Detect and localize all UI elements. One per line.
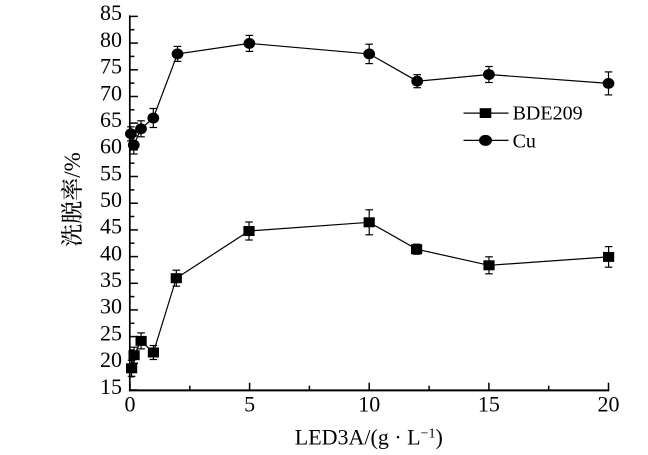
- svg-text:20: 20: [598, 392, 620, 417]
- svg-text:35: 35: [100, 267, 122, 292]
- svg-text:5: 5: [244, 392, 255, 417]
- svg-text:40: 40: [100, 240, 122, 265]
- svg-text:50: 50: [100, 187, 122, 212]
- svg-text:55: 55: [100, 160, 122, 185]
- svg-text:80: 80: [100, 27, 122, 52]
- svg-text:25: 25: [100, 320, 122, 345]
- svg-text:/%: /%: [60, 152, 85, 178]
- svg-text:30: 30: [100, 294, 122, 319]
- svg-text:65: 65: [100, 107, 122, 132]
- svg-text:60: 60: [100, 134, 122, 159]
- svg-text:10: 10: [358, 392, 380, 417]
- svg-text:20: 20: [100, 347, 122, 372]
- svg-text:15: 15: [100, 374, 122, 399]
- svg-text:45: 45: [100, 214, 122, 239]
- svg-text:0: 0: [125, 392, 136, 417]
- svg-text:75: 75: [100, 54, 122, 79]
- svg-text:85: 85: [100, 0, 122, 25]
- svg-text:BDE209: BDE209: [513, 103, 583, 125]
- svg-text:15: 15: [478, 392, 500, 417]
- svg-text:70: 70: [100, 80, 122, 105]
- svg-text:LED3A/(g · L−1): LED3A/(g · L−1): [295, 424, 443, 449]
- svg-text:Cu: Cu: [513, 130, 536, 152]
